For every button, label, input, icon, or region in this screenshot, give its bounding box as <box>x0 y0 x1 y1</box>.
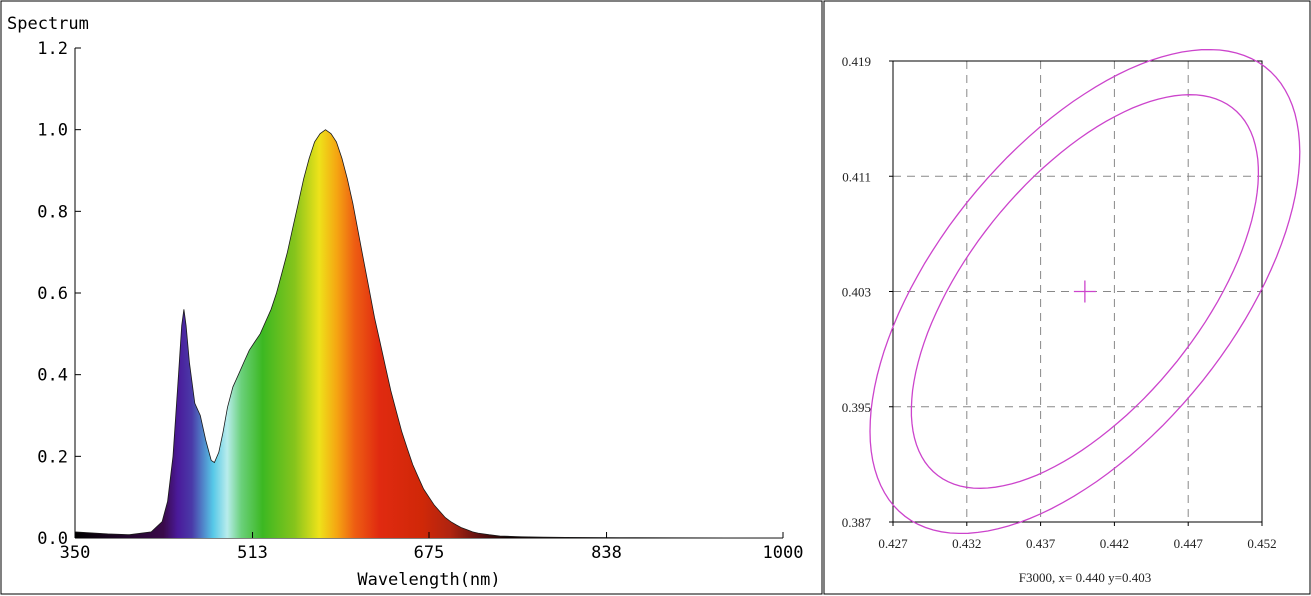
spectrum-x-tick-label: 513 <box>237 543 268 563</box>
spectrum-x-label: Wavelength(nm) <box>357 570 500 590</box>
spectrum-x-ticks: 350 513 675 838 1000 <box>60 532 804 563</box>
spectrum-y-tick-label: 0.6 <box>37 284 68 304</box>
spectrum-x-tick-label: 838 <box>591 543 622 563</box>
spectrum-y-tick-label: 0.0 <box>37 529 68 549</box>
spectrum-y-tick-label: 0.4 <box>37 366 68 386</box>
chromaticity-y-ticks: 0.387 0.395 0.403 0.411 0.419 <box>842 54 893 530</box>
chromaticity-ellipses <box>869 48 1301 535</box>
chromaticity-x-tick-label: 0.442 <box>1100 536 1129 551</box>
chromaticity-panel-border <box>823 0 1311 595</box>
spectrum-title: Spectrum <box>7 14 89 34</box>
chromaticity-y-tick-label: 0.395 <box>842 400 871 415</box>
spectrum-area <box>75 129 783 538</box>
spectrum-y-tick-label: 0.8 <box>37 202 68 222</box>
chromaticity-ellipse <box>910 94 1260 489</box>
chromaticity-y-tick-label: 0.419 <box>842 54 871 69</box>
chromaticity-x-tick-label: 0.447 <box>1174 536 1204 551</box>
spectrum-y-tick-label: 0.2 <box>37 447 68 467</box>
chromaticity-x-tick-label: 0.452 <box>1247 536 1276 551</box>
spectrum-x-tick-label: 675 <box>414 543 445 563</box>
chromaticity-y-tick-label: 0.387 <box>842 515 872 530</box>
chromaticity-y-tick-label: 0.411 <box>842 169 871 184</box>
chromaticity-x-tick-label: 0.437 <box>1026 536 1056 551</box>
chromaticity-y-tick-label: 0.403 <box>842 285 871 300</box>
spectrum-y-ticks: 0.0 0.2 0.4 0.6 0.8 1.0 1.2 <box>37 39 81 549</box>
chromaticity-caption: F3000, x= 0.440 y=0.403 <box>1019 570 1151 585</box>
spectrum-y-tick-label: 1.2 <box>37 39 68 59</box>
chromaticity-x-tick-label: 0.432 <box>952 536 981 551</box>
chromaticity-x-tick-label: 0.427 <box>878 536 908 551</box>
chromaticity-x-ticks: 0.427 0.432 0.437 0.442 0.447 0.452 <box>878 522 1277 551</box>
chromaticity-center-marker <box>1073 280 1096 303</box>
spectrum-x-tick-label: 1000 <box>763 543 804 563</box>
spectrum-line <box>74 129 783 539</box>
chromaticity-ellipse <box>869 48 1301 535</box>
spectrum-x-tick-label: 350 <box>60 543 91 563</box>
spectrum-y-tick-label: 1.0 <box>37 121 68 141</box>
